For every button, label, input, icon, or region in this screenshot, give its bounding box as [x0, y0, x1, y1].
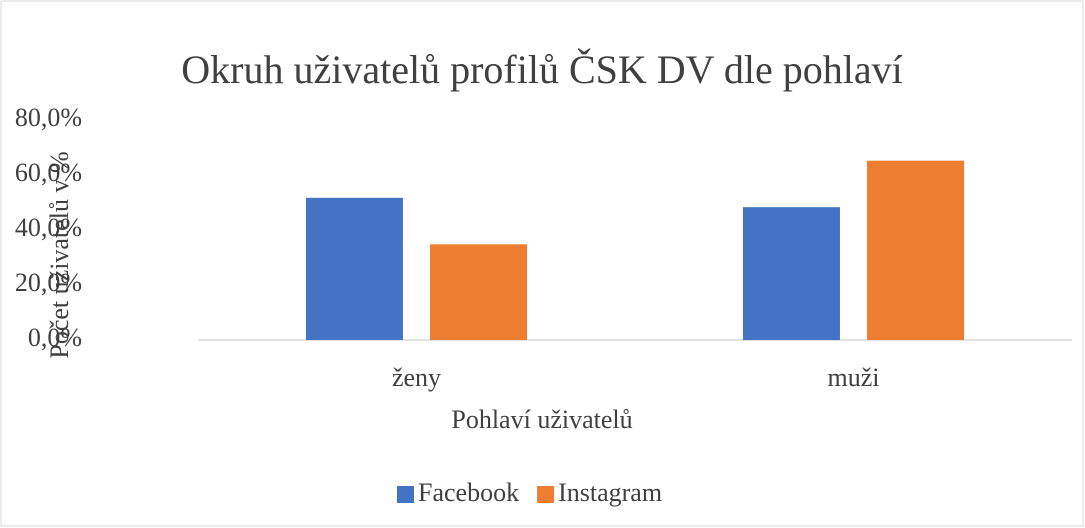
legend-label: Instagram — [558, 478, 662, 507]
y-tick-label: 60,0% — [15, 158, 82, 187]
bar — [742, 207, 840, 340]
legend-swatch — [537, 486, 555, 503]
bar — [430, 244, 528, 340]
x-tick-label: ženy — [392, 363, 441, 392]
y-tick-label: 20,0% — [15, 268, 82, 297]
bar — [305, 197, 403, 340]
y-tick-label: 40,0% — [15, 213, 82, 242]
chart-title: Okruh uživatelů profilů ČSK DV dle pohla… — [181, 47, 902, 92]
x-axis-label: Pohlaví uživatelů — [451, 405, 632, 434]
y-axis-label: Počet uživatelů v % — [45, 151, 74, 358]
legend-label: Facebook — [418, 478, 519, 507]
y-tick-label: 80,0% — [15, 103, 82, 132]
y-tick-label: 0,0% — [28, 323, 82, 352]
x-tick-label: muži — [828, 363, 880, 392]
bar — [867, 160, 965, 340]
legend-swatch — [397, 486, 414, 503]
